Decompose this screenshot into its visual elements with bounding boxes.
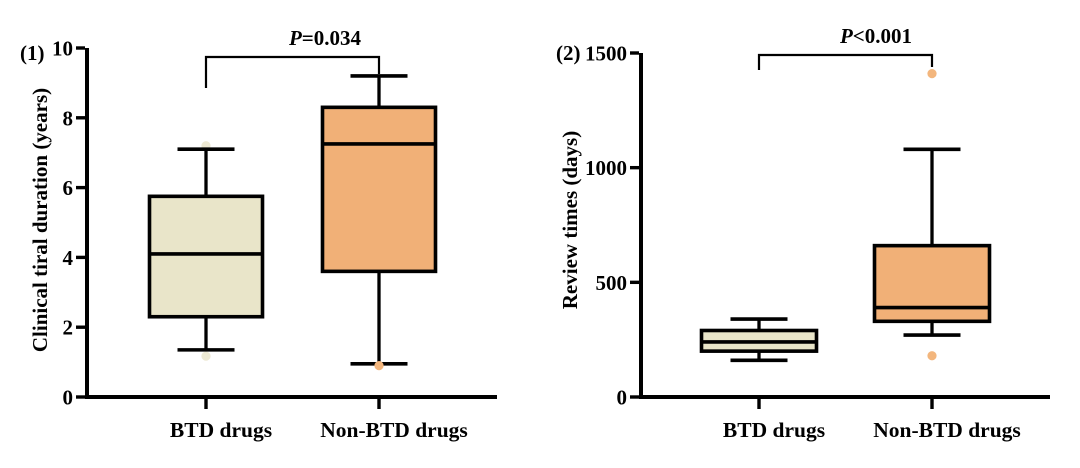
y-axis-tick-label: 8 [63,106,74,130]
y-axis-tick-label: 500 [596,271,628,295]
category-label-btd-drugs: BTD drugs [170,418,272,442]
panel-2: 0 500 1000 1500 BTD drugs Non-BTD drugs (2) Rev… [556,24,1050,442]
p-value-label: P<0.001 [839,24,912,48]
category-label-btd-drugs: BTD drugs [723,418,825,442]
panel-number-label: (1) [20,41,45,65]
box-group-non-btd-drugs [320,74,438,371]
y-axis-tick-label: 0 [617,386,628,410]
iqr-box-non-btd-drugs [872,243,992,324]
y-axis-tick-label: 1000 [585,156,627,180]
y-axis-tick-label: 4 [63,246,74,270]
y-axis-tick-label: 0 [63,386,74,410]
axes: 0 500 1000 1500 BTD drugs Non-BTD drugs [585,42,1050,442]
iqr-box-btd-drugs [147,194,265,319]
y-axis-tick-label: 1500 [585,42,627,66]
box-group-btd-drugs [699,317,819,363]
outlier-point [927,69,937,79]
box-group-btd-drugs [147,141,265,361]
category-label-non-btd-drugs: Non-BTD drugs [873,418,1021,442]
category-label-non-btd-drugs: Non-BTD drugs [320,418,468,442]
box-group-non-btd-drugs [872,69,992,361]
iqr-box-non-btd-drugs [320,105,438,274]
y-axis-title: Review times (days) [558,131,582,309]
panel-1: 0 2 4 6 8 10 BTD drugs Non-BTD drugs (1) Clinical… [20,26,497,442]
y-axis-tick-label: 2 [63,316,74,340]
y-axis-tick-label: 6 [63,176,74,200]
y-axis-tick-label: 10 [52,37,73,61]
outlier-point [201,351,211,361]
p-value-label: P=0.034 [288,26,362,50]
y-axis-title: Clinical tiral duration (years) [28,88,52,352]
significance-bracket [757,53,934,70]
outlier-point [374,360,384,371]
panel-number-label: (2) [556,41,581,65]
outlier-point [927,351,937,361]
axes: 0 2 4 6 8 10 BTD drugs Non-BTD drugs [52,37,497,442]
significance-bracket [204,55,381,88]
